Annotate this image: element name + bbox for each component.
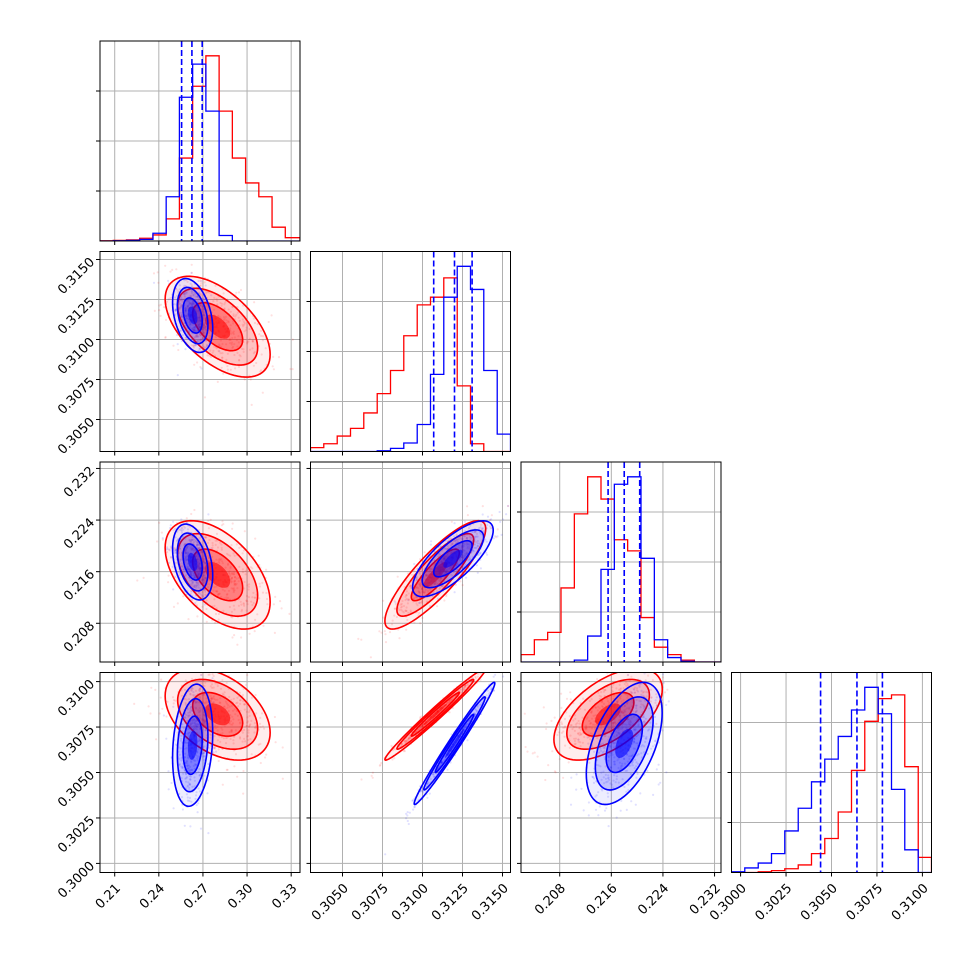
y-tick-label: 0.216 <box>61 567 98 604</box>
scatter-panel-p0-p3: 0.21 0.24 0.27 0.30 0.330.30000.30250.30500.… <box>55 672 301 912</box>
hist-step-red <box>100 55 300 241</box>
contour-line <box>164 672 271 761</box>
contour-line <box>396 678 475 751</box>
density-contours <box>384 672 486 761</box>
x-tick-label: 0.216 <box>584 881 621 918</box>
scatter-panel-p2-p3: 0.208 0.216 0.224 0.232 <box>517 672 724 918</box>
hist-panel-p1-content <box>310 251 511 452</box>
contour-line <box>422 696 487 791</box>
x-tick-label: 0.3075 <box>843 881 886 924</box>
x-tick-label: 0.3050 <box>798 881 841 924</box>
contour-line <box>182 297 204 334</box>
hist-panel-p2-content <box>521 462 721 662</box>
hist-panel-p0-content <box>100 41 300 241</box>
y-tick-label: 0.3100 <box>55 677 98 720</box>
x-tick-label: 0.33 <box>269 881 300 912</box>
panel-frame <box>99 251 301 452</box>
contour-line <box>191 691 244 737</box>
hist-panel-p3-content <box>731 672 932 873</box>
density-contours <box>164 275 271 378</box>
hist-step-blue <box>100 63 300 241</box>
scatter-panel-p1-p2 <box>306 461 511 666</box>
hist-panel-p3: 0.3000 0.3025 0.3050 0.3075 0.3100 <box>707 672 932 924</box>
hist-step-red <box>521 476 721 662</box>
y-tick-label: 0.3025 <box>55 813 98 856</box>
x-tick-label: 0.224 <box>635 881 672 918</box>
x-tick-label: 0.24 <box>137 881 168 912</box>
contour-line <box>384 519 487 630</box>
contour-line <box>585 681 663 806</box>
contour-line <box>171 683 214 808</box>
y-tick-label: 0.3075 <box>55 722 98 765</box>
y-tick-label: 0.224 <box>61 516 98 553</box>
contour-line <box>164 275 271 378</box>
hist-step-blue <box>521 476 721 662</box>
y-tick-label: 0.3100 <box>55 335 98 378</box>
contour-line <box>594 696 654 791</box>
contour-line <box>182 715 204 776</box>
scatter-panel-p1-p3-content <box>360 672 505 856</box>
x-tick-label: 0.208 <box>532 881 569 918</box>
density-contours <box>171 683 214 808</box>
density-contours <box>585 681 663 806</box>
contour-line <box>176 532 209 592</box>
scatter-panel-p2-p3-content <box>523 672 670 828</box>
y-tick-label: 0.3125 <box>55 295 98 338</box>
contour-line <box>432 539 473 578</box>
density-contours <box>171 277 214 354</box>
hist-panel-p1 <box>306 251 511 456</box>
x-tick-label: 0.30 <box>225 881 256 912</box>
hist-step-red <box>731 694 932 873</box>
contour-line <box>176 697 209 793</box>
contour-line <box>171 523 214 601</box>
contour-line <box>164 519 271 630</box>
panel-frame <box>99 461 301 663</box>
x-tick-label: 0.3025 <box>753 881 796 924</box>
hist-step-blue <box>731 686 932 873</box>
scatter-panel-p1-p2-content <box>357 504 510 659</box>
y-tick-label: 0.232 <box>61 464 98 501</box>
scatter-panel-p0-p2-content <box>136 508 291 646</box>
y-tick-label: 0.3150 <box>55 255 98 298</box>
x-tick-label: 0.27 <box>181 881 212 912</box>
hist-panel-p0 <box>96 40 301 245</box>
x-tick-label: 0.3100 <box>889 881 932 924</box>
density-contours <box>411 520 495 598</box>
scatter-panel-p0-p1-content <box>152 263 294 406</box>
contour-line <box>182 543 204 581</box>
y-tick-label: 0.208 <box>61 619 98 656</box>
contour-line <box>176 286 209 345</box>
x-tick-label: 0.3100 <box>389 881 432 924</box>
contour-line <box>176 678 259 751</box>
y-tick-label: 0.3075 <box>55 375 98 418</box>
x-tick-label: 0.3150 <box>469 881 512 924</box>
contour-line <box>171 277 214 354</box>
density-contours <box>413 681 496 806</box>
panel-frame <box>310 461 511 663</box>
contour-line <box>413 681 496 806</box>
hist-panel-p2 <box>517 461 722 666</box>
y-tick-label: 0.3050 <box>55 415 98 458</box>
hist-step-red <box>310 277 511 452</box>
scatter-panel-p0-p2: 0.208 0.216 0.224 0.232 <box>61 461 301 666</box>
contour-line <box>605 713 644 774</box>
density-contours <box>171 523 214 601</box>
y-tick-label: 0.3000 <box>55 859 98 902</box>
contour-line <box>411 520 495 598</box>
x-tick-label: 0.3125 <box>429 881 472 924</box>
contour-line <box>384 672 486 761</box>
scatter-panel-p0-p3-content <box>133 672 284 835</box>
y-tick-label: 0.3050 <box>55 768 98 811</box>
x-tick-label: 0.3050 <box>309 881 352 924</box>
contour-line <box>553 672 664 761</box>
contour-line <box>410 691 461 737</box>
hist-step-blue <box>310 265 511 452</box>
x-tick-label: 0.3075 <box>349 881 392 924</box>
contour-line <box>421 529 485 589</box>
contour-line <box>434 713 475 774</box>
x-tick-label: 0.21 <box>93 881 124 912</box>
